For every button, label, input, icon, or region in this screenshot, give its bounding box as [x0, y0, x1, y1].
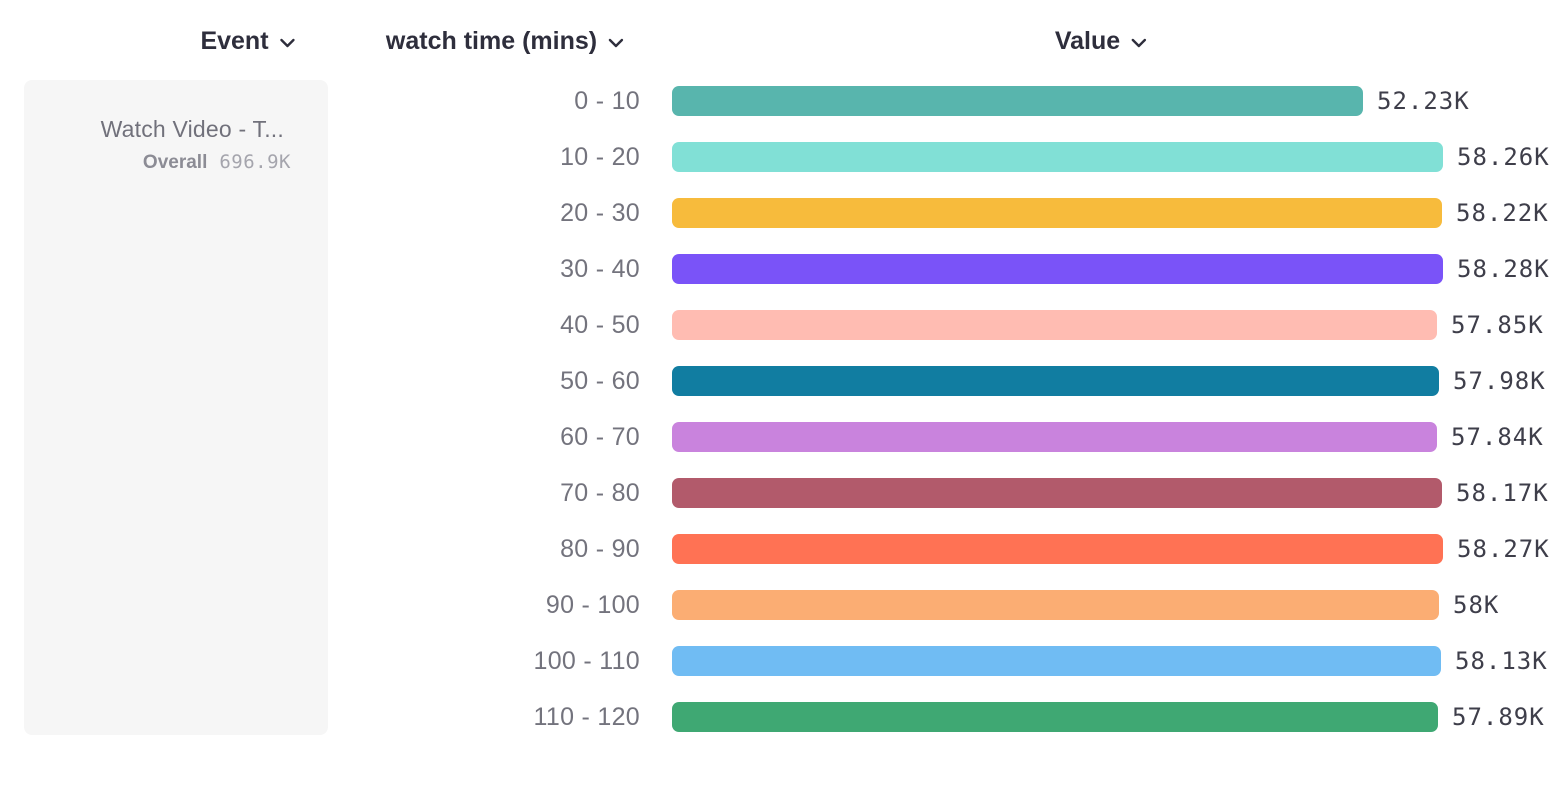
bar-area: 57.85K: [672, 310, 1568, 340]
value-label: 58.28K: [1457, 255, 1550, 283]
overall-label: Overall: [142, 152, 208, 173]
value-label: 57.84K: [1451, 423, 1544, 451]
bar-row: 90 - 100 58K: [0, 577, 1568, 633]
value-label: 58.26K: [1457, 143, 1550, 171]
value-label: 58.27K: [1457, 535, 1550, 563]
chevron-down-icon: [608, 38, 624, 48]
bar-row: 80 - 90 58.27K: [0, 521, 1568, 577]
chevron-down-icon: [1131, 38, 1147, 48]
bar-row: 0 - 10 52.23K: [0, 73, 1568, 129]
overall-row: Overall 696.9K: [44, 151, 291, 174]
bar-area: 57.84K: [672, 422, 1568, 452]
value-column-label: Value: [1054, 27, 1121, 55]
bar-row: 20 - 30 58.22K: [0, 185, 1568, 241]
bar-area: 58.28K: [672, 254, 1568, 284]
value-label: 58.13K: [1455, 647, 1548, 675]
category-label: 110 - 120: [533, 702, 640, 731]
value-label: 58.17K: [1456, 479, 1549, 507]
bar-area: 52.23K: [672, 86, 1568, 116]
bar-row: 100 - 110 58.13K: [0, 633, 1568, 689]
bar[interactable]: [672, 254, 1443, 284]
bar-area: 58.17K: [672, 478, 1568, 508]
bar-row: 60 - 70 57.84K: [0, 409, 1568, 465]
category-label: 90 - 100: [545, 590, 640, 619]
event-column-dropdown[interactable]: Event: [200, 27, 295, 56]
value-label: 57.85K: [1451, 311, 1544, 339]
category-label: 0 - 10: [574, 86, 640, 115]
bar-row: 70 - 80 58.17K: [0, 465, 1568, 521]
value-label: 52.23K: [1377, 87, 1470, 115]
value-label: 58K: [1453, 591, 1500, 619]
chevron-down-icon: [280, 38, 296, 48]
bar[interactable]: [672, 590, 1439, 620]
bar-area: 57.89K: [672, 702, 1568, 732]
bar-row: 50 - 60 57.98K: [0, 353, 1568, 409]
value-label: 57.98K: [1453, 367, 1546, 395]
event-name: Watch Video - T...: [100, 116, 284, 142]
bar[interactable]: [672, 310, 1437, 340]
event-legend-card[interactable]: Watch Video - T... Overall 696.9K: [24, 80, 328, 735]
category-label: 60 - 70: [560, 422, 640, 451]
bar-area: 58.26K: [672, 142, 1568, 172]
bar[interactable]: [672, 422, 1437, 452]
bar[interactable]: [672, 534, 1443, 564]
category-label: 10 - 20: [560, 142, 640, 171]
bar-row: 110 - 120 57.89K: [0, 689, 1568, 745]
value-label: 57.89K: [1452, 703, 1545, 731]
breakdown-column-dropdown[interactable]: watch time (mins): [386, 27, 624, 56]
value-label: 58.22K: [1456, 199, 1549, 227]
bar[interactable]: [672, 198, 1442, 228]
bar-row: 40 - 50 57.85K: [0, 297, 1568, 353]
category-label: 40 - 50: [560, 310, 640, 339]
bar-area: 57.98K: [672, 366, 1568, 396]
bar-row: 10 - 20 58.26K: [0, 129, 1568, 185]
category-label: 30 - 40: [560, 254, 640, 283]
bar[interactable]: [672, 646, 1441, 676]
bar[interactable]: [672, 478, 1442, 508]
bar-area: 58.22K: [672, 198, 1568, 228]
event-column-label: Event: [200, 27, 269, 55]
bar-chart: 0 - 10 52.23K 10 - 20 58.26K 20 - 30 58.…: [0, 73, 1568, 745]
category-label: 20 - 30: [560, 198, 640, 227]
bar-area: 58K: [672, 590, 1568, 620]
category-label: 70 - 80: [560, 478, 640, 507]
overall-value: 696.9K: [219, 151, 291, 173]
category-label: 50 - 60: [560, 366, 640, 395]
value-column-dropdown[interactable]: Value: [1055, 27, 1147, 56]
category-label: 80 - 90: [560, 534, 640, 563]
bar-row: 30 - 40 58.28K: [0, 241, 1568, 297]
bar[interactable]: [672, 86, 1363, 116]
breakdown-column-label: watch time (mins): [385, 27, 598, 55]
bar[interactable]: [672, 702, 1438, 732]
bar-area: 58.13K: [672, 646, 1568, 676]
bar[interactable]: [672, 142, 1443, 172]
bar-area: 58.27K: [672, 534, 1568, 564]
bar[interactable]: [672, 366, 1439, 396]
category-label: 100 - 110: [533, 646, 640, 675]
